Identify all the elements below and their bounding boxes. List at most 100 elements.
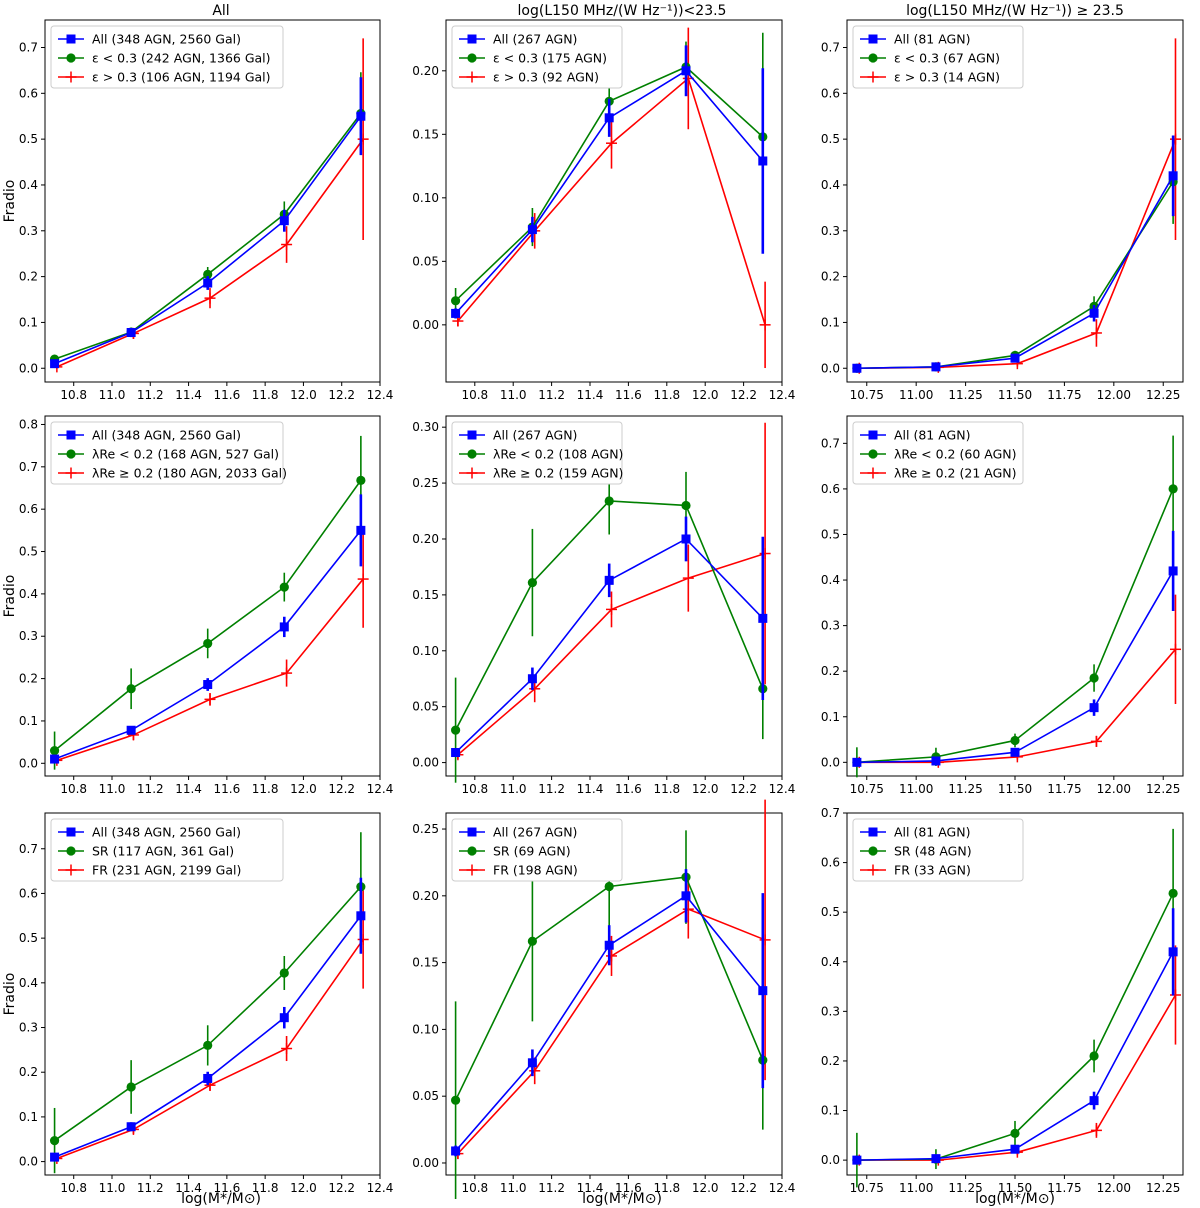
y-tick-label: 0.5 bbox=[821, 132, 840, 146]
data-point-low bbox=[1089, 673, 1099, 683]
x-tick-label: 11.4 bbox=[577, 782, 604, 796]
data-point-all bbox=[681, 534, 691, 544]
data-point-all bbox=[203, 680, 213, 690]
x-tick-label: 11.6 bbox=[213, 1181, 240, 1195]
y-axis-label-row3: Fradio bbox=[2, 973, 18, 1016]
x-tick-label: 12.0 bbox=[290, 388, 317, 402]
y-tick-label: 0.3 bbox=[19, 1021, 38, 1035]
y-axis-label-row1: Fradio bbox=[2, 180, 18, 223]
y-tick-label: 0.2 bbox=[821, 270, 840, 284]
legend: All (348 AGN, 2560 Gal) SR (117 AGN, 361 … bbox=[50, 818, 284, 882]
data-point-all bbox=[279, 1013, 289, 1023]
legend-marker-all bbox=[467, 430, 477, 440]
legend-marker-low bbox=[66, 53, 76, 63]
data-point-all bbox=[931, 756, 941, 766]
data-point-low bbox=[356, 475, 366, 485]
legend-marker-high bbox=[65, 864, 77, 876]
legend-label-all: All (81 AGN) bbox=[894, 32, 970, 47]
data-point-low bbox=[604, 496, 614, 506]
data-point-all bbox=[126, 1122, 136, 1132]
series-all bbox=[451, 516, 768, 758]
data-point-all bbox=[50, 359, 60, 369]
x-tick-label: 12.0 bbox=[692, 782, 719, 796]
panel-6: 10.75 11.00 11.25 11.50 11.75 12.00 12.25 0.0 0.… bbox=[821, 415, 1184, 796]
series-all bbox=[852, 530, 1178, 767]
legend-label-high: ε > 0.3 (106 AGN, 1194 Gal) bbox=[92, 70, 271, 85]
legend-label-all: All (81 AGN) bbox=[894, 428, 970, 443]
y-tick-label: 0.2 bbox=[821, 664, 840, 678]
x-tick-label: 11.0 bbox=[500, 1181, 527, 1195]
x-tick-label: 11.4 bbox=[577, 1181, 604, 1195]
panel-5: 10.8 11.0 11.2 11.4 11.6 11.8 12.0 12.2 12.4 0.00… bbox=[412, 415, 796, 796]
y-tick-label: 0.00 bbox=[412, 1156, 439, 1170]
y-tick-label: 0.4 bbox=[19, 587, 38, 601]
data-point-all bbox=[852, 757, 862, 767]
legend-label-high: FR (198 AGN) bbox=[493, 863, 578, 878]
x-tick-label: 12.4 bbox=[769, 782, 796, 796]
x-tick-label: 11.8 bbox=[252, 388, 279, 402]
legend-frame bbox=[451, 818, 623, 882]
plot-frame bbox=[445, 415, 783, 777]
panel-3: 10.75 11.00 11.25 11.50 11.75 12.00 12.25 0.0 0.… bbox=[821, 19, 1184, 402]
legend-marker-all bbox=[467, 827, 477, 837]
data-point-all bbox=[1089, 308, 1099, 318]
y-tick-label: 0.05 bbox=[412, 254, 439, 268]
legend-label-low: ε < 0.3 (242 AGN, 1366 Gal) bbox=[92, 51, 271, 66]
data-point-low bbox=[451, 296, 461, 306]
x-tick-label: 11.0 bbox=[99, 388, 126, 402]
x-tick-label: 11.50 bbox=[998, 782, 1032, 796]
y-tick-label: 0.7 bbox=[821, 806, 840, 820]
legend-label-high: FR (33 AGN) bbox=[894, 863, 971, 878]
data-point-all bbox=[681, 891, 691, 901]
y-tick-label: 0.7 bbox=[821, 436, 840, 450]
data-point-low bbox=[279, 968, 289, 978]
legend: All (81 AGN) λRe < 0.2 (60 AGN) λRe ≥ 0.2 … bbox=[852, 421, 1024, 485]
legend-label-all: All (81 AGN) bbox=[894, 825, 970, 840]
data-point-low bbox=[1010, 735, 1020, 746]
data-point-high bbox=[759, 548, 771, 560]
x-tick-label: 11.2 bbox=[137, 388, 164, 402]
x-tick-label: 12.4 bbox=[367, 388, 394, 402]
y-tick-label: 0.20 bbox=[412, 889, 439, 903]
x-tick-label: 11.75 bbox=[1047, 782, 1081, 796]
y-tick-label: 0.6 bbox=[19, 502, 38, 516]
y-tick-label: 0.2 bbox=[821, 1054, 840, 1068]
series-all bbox=[50, 77, 366, 369]
data-point-all bbox=[527, 225, 537, 235]
data-point-all bbox=[126, 725, 136, 735]
legend-marker-all bbox=[66, 827, 76, 837]
x-tick-label: 11.2 bbox=[538, 1181, 565, 1195]
data-point-all bbox=[203, 1073, 213, 1083]
column-title-low-luminosity: log(L150 MHz/(W Hz⁻¹))<23.5 bbox=[518, 3, 727, 19]
data-point-all bbox=[527, 1058, 537, 1068]
legend-marker-low bbox=[467, 53, 477, 63]
legend-marker-low bbox=[467, 846, 477, 856]
x-tick-label: 11.8 bbox=[653, 388, 680, 402]
legend-marker-low bbox=[868, 53, 878, 63]
panel-2: 10.8 11.0 11.2 11.4 11.6 11.8 12.0 12.2 12.4 0.00… bbox=[412, 19, 795, 402]
data-point-all bbox=[126, 328, 136, 338]
series-high bbox=[51, 38, 369, 373]
y-axis-label-row2: Fradio bbox=[2, 575, 18, 618]
data-point-all bbox=[1089, 1096, 1099, 1106]
data-point-all bbox=[852, 363, 862, 373]
y-tick-label: 0.4 bbox=[821, 178, 840, 192]
data-point-high bbox=[281, 239, 293, 251]
data-point-all bbox=[1168, 171, 1178, 181]
y-tick-label: 0.25 bbox=[412, 822, 439, 836]
x-tick-label: 10.8 bbox=[60, 1181, 87, 1195]
data-point-all bbox=[604, 113, 614, 123]
y-tick-label: 0.10 bbox=[412, 191, 439, 205]
legend-marker-all bbox=[868, 827, 878, 837]
legend-label-high: λRe ≥ 0.2 (159 AGN) bbox=[493, 466, 623, 481]
x-tick-label: 12.4 bbox=[769, 1181, 796, 1195]
x-tick-label: 11.00 bbox=[899, 782, 933, 796]
legend-marker-high bbox=[466, 467, 478, 479]
data-point-high bbox=[281, 667, 293, 679]
panel-8: 10.8 11.0 11.2 11.4 11.6 11.8 12.0 12.2 12.4 0.00… bbox=[412, 799, 796, 1200]
y-tick-label: 0.7 bbox=[19, 460, 38, 474]
y-tick-label: 0.6 bbox=[821, 856, 840, 870]
x-axis-label-col2: log(M*/M⊙) bbox=[582, 1191, 662, 1207]
y-tick-label: 0.1 bbox=[821, 315, 840, 329]
